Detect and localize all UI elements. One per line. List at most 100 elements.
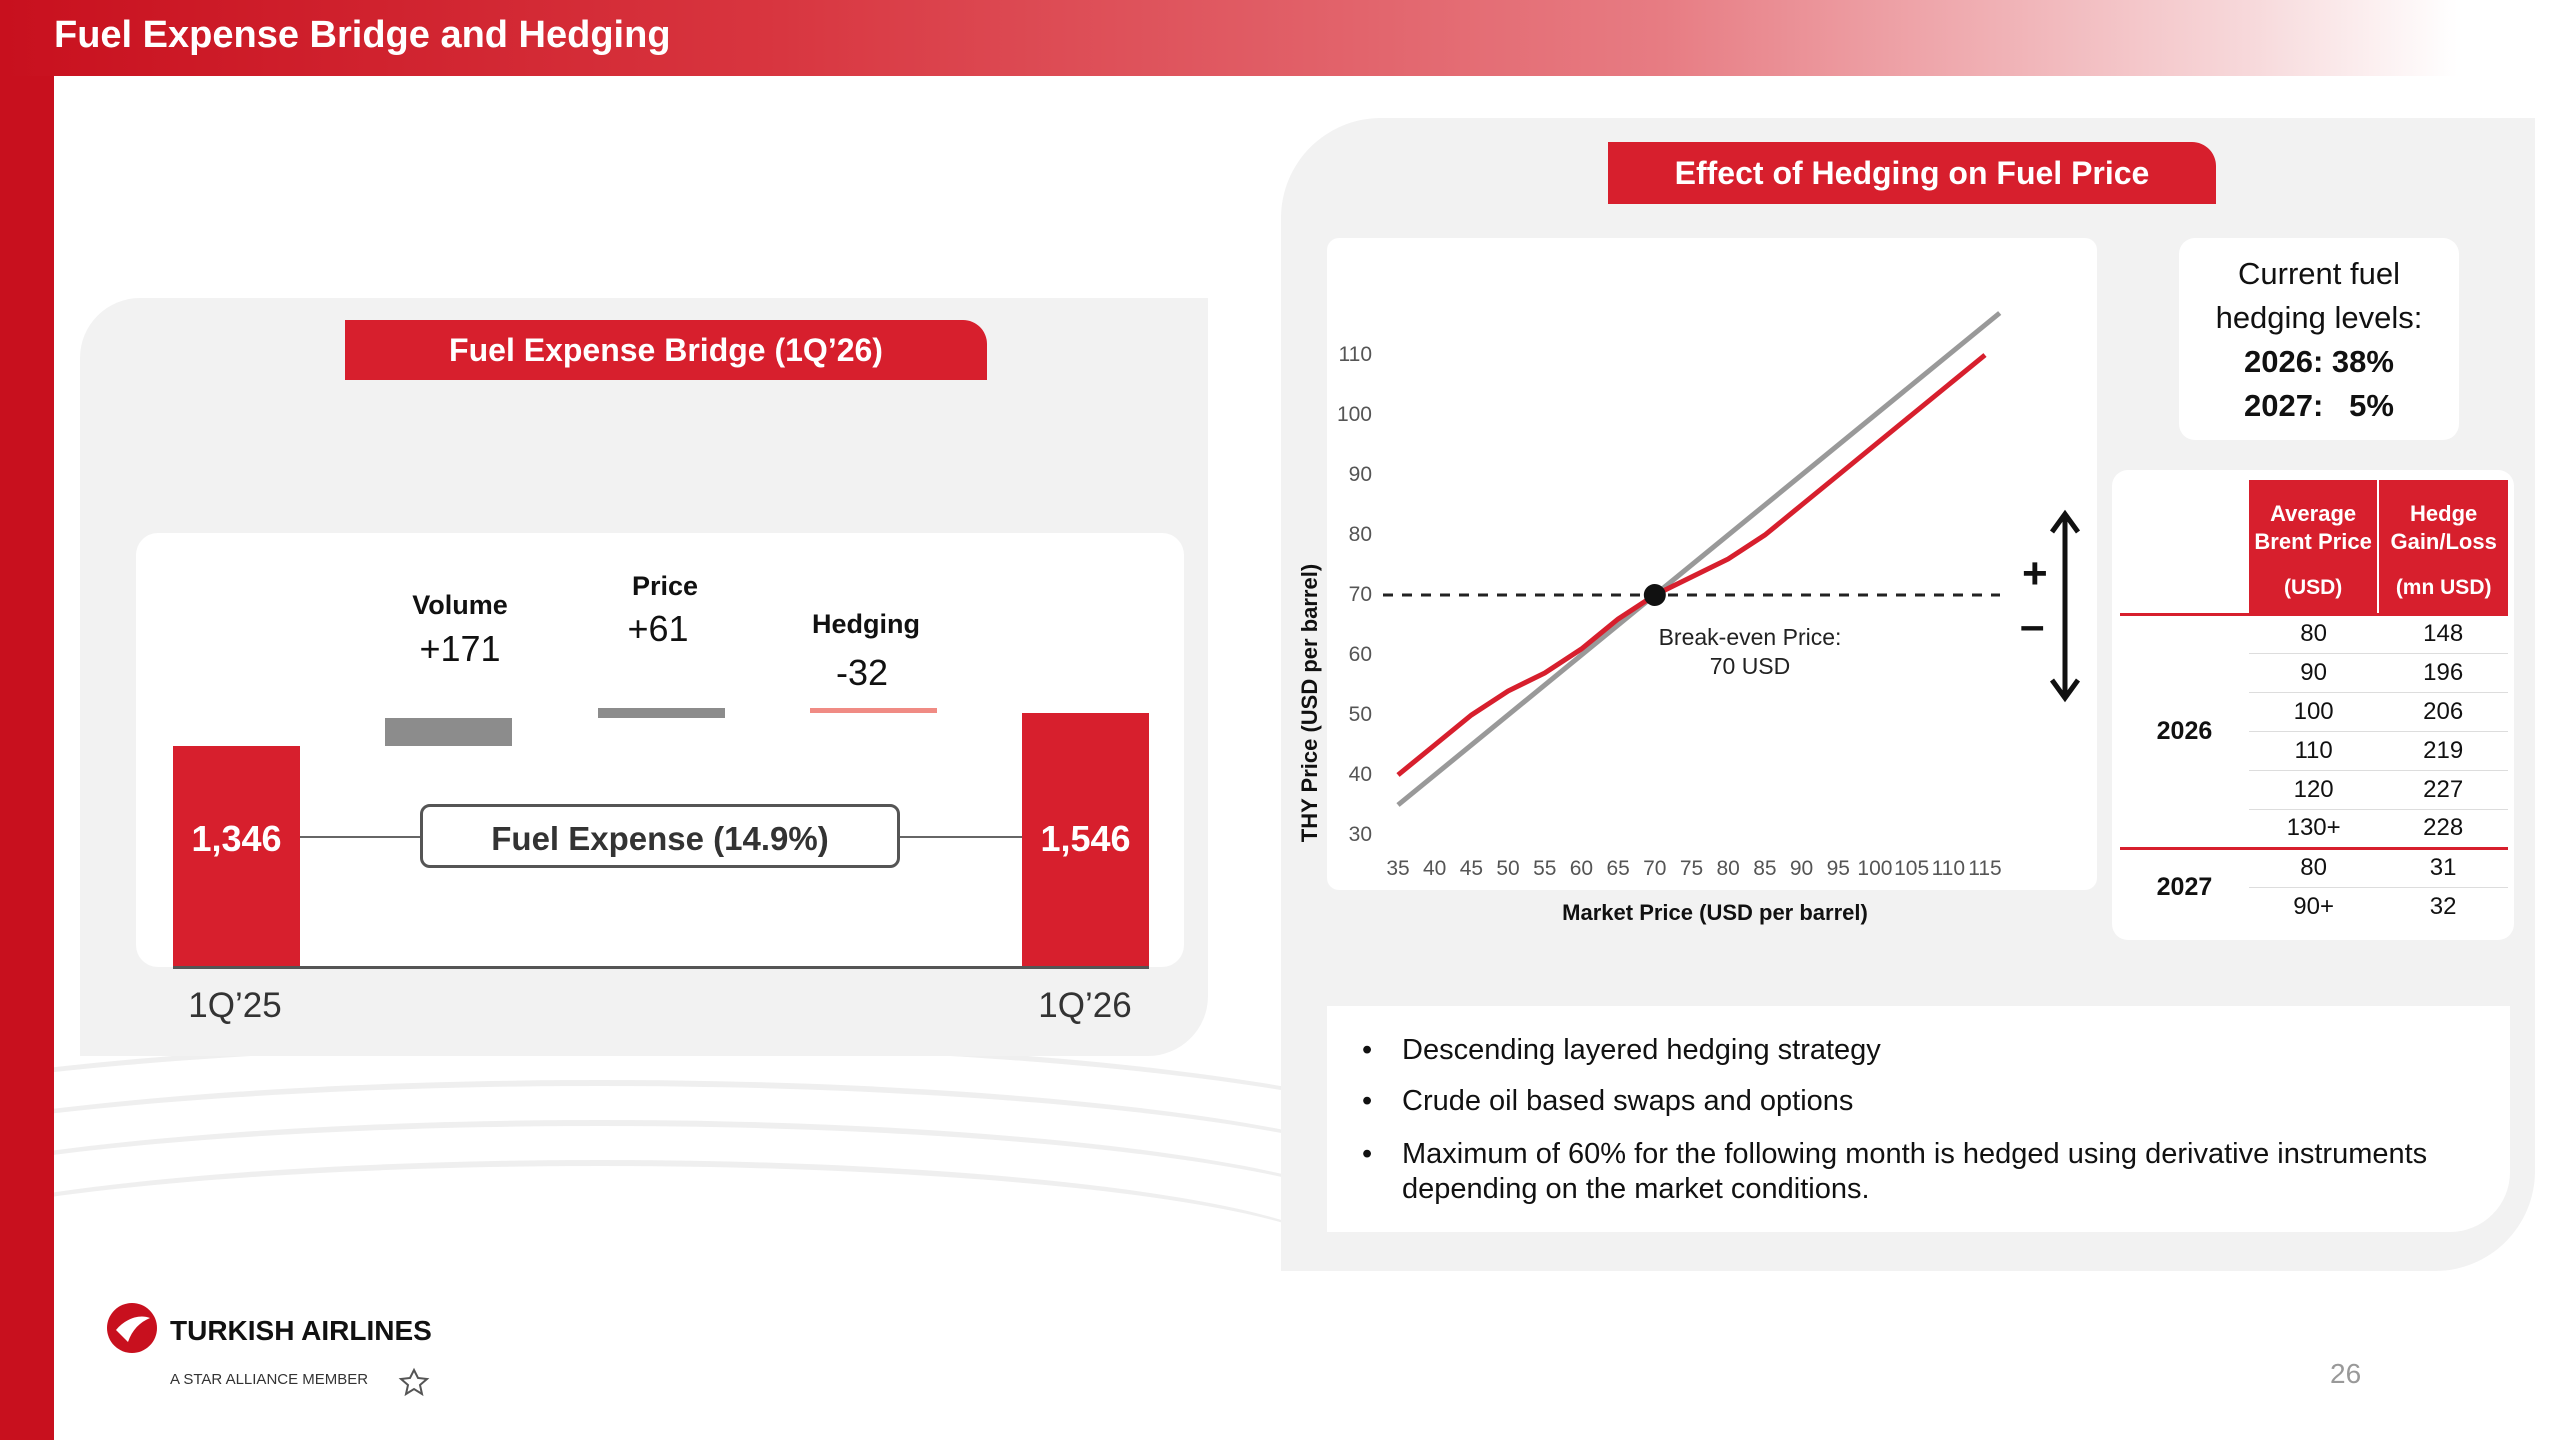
thy-price-series xyxy=(1396,353,1987,777)
x-tick-label: 45 xyxy=(1459,857,1484,880)
table-row: 2026 80 148 xyxy=(2120,614,2508,745)
y-tick-label: 70 xyxy=(1348,583,1372,606)
x-tick-label: 35 xyxy=(1386,857,1410,880)
table-cell: 228 xyxy=(2423,814,2464,841)
x-tick-label: 60 xyxy=(1569,857,1594,880)
hedging-value: -32 xyxy=(835,652,889,693)
table-cell: 80 xyxy=(2300,620,2327,647)
price-label: Price xyxy=(631,571,699,601)
minus-sign: – xyxy=(2020,601,2045,650)
end-period: 1Q’26 xyxy=(1038,986,1132,1025)
volume-bar xyxy=(385,718,512,746)
table-cell: 90+ xyxy=(2293,892,2334,920)
x-tick-label: 65 xyxy=(1606,857,1630,880)
y-tick-label: 40 xyxy=(1348,763,1372,786)
hedging-label: Hedging xyxy=(812,609,920,639)
plus-sign: + xyxy=(2022,549,2048,598)
connector-left xyxy=(300,836,420,838)
table-cell: 110 xyxy=(2294,736,2333,764)
hedging-levels-card xyxy=(2179,238,2459,440)
x-tick-label: 115 xyxy=(1968,857,2002,880)
header-band xyxy=(0,0,2560,76)
table-cell: 148 xyxy=(2423,620,2464,647)
hedging-levels-line2: hedging levels: xyxy=(2215,300,2423,335)
x-tick-label: 80 xyxy=(1716,857,1740,880)
hedging-levels-2026: 2026: 38% xyxy=(2244,344,2394,379)
turkish-airlines-logo-icon: TURKISH AIRLINES A STAR ALLIANCE MEMBER xyxy=(107,1303,432,1397)
table-cell: 206 xyxy=(2423,697,2464,725)
bullet-item: • Crude oil based swaps and options xyxy=(1362,1085,2482,1118)
end-value: 1,546 xyxy=(1040,818,1131,859)
break-even-point xyxy=(1643,584,1666,606)
brand-side-bar xyxy=(0,0,54,1440)
table-cell: 196 xyxy=(2423,658,2464,686)
end-bar xyxy=(1022,713,1149,968)
x-tick-label: 40 xyxy=(1423,857,1447,880)
table-cell: 100 xyxy=(2293,697,2334,725)
market-price-series xyxy=(1396,311,2002,807)
price-bar xyxy=(598,708,725,718)
col-hedge-gain-header: Hedge Gain/Loss (mn USD) xyxy=(2378,480,2508,614)
y-tick-label: 110 xyxy=(1338,343,1372,366)
table-cell: 227 xyxy=(2423,775,2464,803)
year-2026: 2026 xyxy=(2156,716,2213,745)
x-tick-label: 70 xyxy=(1643,857,1667,880)
connector-right xyxy=(900,836,1022,838)
y-tick-label: 90 xyxy=(1348,463,1372,486)
price-value: +61 xyxy=(627,608,689,649)
table-row: 2027 80 31 xyxy=(2120,848,2508,901)
table-cell: 120 xyxy=(2293,775,2334,803)
x-tick-label: 55 xyxy=(1533,857,1557,880)
col-avg-brent-header: Average Brent Price (USD) xyxy=(2248,480,2380,614)
chart-card xyxy=(1327,238,2097,890)
hedge-table: Average Brent Price (USD) Hedge Gain/Los… xyxy=(2120,480,2508,926)
table-row: 120 227 xyxy=(2120,770,2508,809)
fuel-expense-box: Fuel Expense (14.9%) xyxy=(420,804,900,868)
bullet-text: Crude oil based swaps and options xyxy=(1402,1085,1854,1117)
hedging-levels-line1: Current fuel xyxy=(2238,256,2400,291)
x-tick-label: 75 xyxy=(1679,857,1704,880)
bridge-card xyxy=(136,533,1184,967)
x-tick-label: 95 xyxy=(1826,857,1850,880)
start-bar xyxy=(173,746,300,968)
year-2027: 2027 xyxy=(2156,873,2213,902)
table-cell: 90 xyxy=(2300,658,2327,686)
bullets-card xyxy=(1327,1006,2510,1232)
y-axis-title: THY Price (USD per barrel) xyxy=(1297,563,1322,843)
start-period: 1Q’25 xyxy=(188,986,282,1025)
bullet-dot: • xyxy=(1362,1085,1373,1117)
bullet-item: • Maximum of 60% for the following month … xyxy=(1362,1137,2482,1207)
x-tick-label: 85 xyxy=(1753,857,1777,880)
hedging-bar xyxy=(810,708,937,713)
break-even-label-2: 70 USD xyxy=(1709,653,1791,679)
table-row: 110 219 xyxy=(2120,731,2508,770)
double-arrow-icon xyxy=(2049,509,2081,703)
table-row: 100 206 xyxy=(2120,692,2508,731)
bullet-dot: • xyxy=(1362,1034,1373,1066)
y-tick-label: 100 xyxy=(1336,403,1372,426)
bullet-item: • Descending layered hedging strategy xyxy=(1362,1034,2482,1067)
x-tick-label: 100 xyxy=(1857,857,1893,880)
y-tick-label: 30 xyxy=(1348,823,1372,846)
col-hedge-gain-unit: (mn USD) xyxy=(2395,576,2492,599)
volume-label: Volume xyxy=(412,590,508,620)
x-tick-label: 50 xyxy=(1496,857,1520,880)
table-row: 90 196 xyxy=(2120,653,2508,692)
table-cell: 31 xyxy=(2429,854,2457,881)
table-cell: 130+ xyxy=(2286,814,2341,841)
bullet-text: Descending layered hedging strategy xyxy=(1402,1034,1881,1066)
col-avg-brent-unit: (USD) xyxy=(2283,576,2343,599)
table-row: 90+ 32 xyxy=(2120,887,2508,926)
page-title: Fuel Expense Bridge and Hedging xyxy=(54,14,671,56)
table-cell: 32 xyxy=(2429,892,2457,920)
table-header-row: Average Brent Price (USD) Hedge Gain/Los… xyxy=(2120,480,2508,614)
hedge-heading: Effect of Hedging on Fuel Price xyxy=(1608,142,2216,204)
break-even-label-1: Break-even Price: xyxy=(1658,624,1842,650)
col-avg-brent-title: Average Brent Price xyxy=(2254,501,2372,554)
hedge-line-chart xyxy=(1383,311,2002,807)
svg-text:A STAR ALLIANCE MEMBER: A STAR ALLIANCE MEMBER xyxy=(170,1371,368,1388)
hedging-levels-2027: 2027: 5% xyxy=(2244,388,2394,423)
table-row: 130+ 228 xyxy=(2120,809,2508,848)
bullet-dot: • xyxy=(1362,1138,1373,1170)
y-tick-label: 60 xyxy=(1348,643,1372,666)
